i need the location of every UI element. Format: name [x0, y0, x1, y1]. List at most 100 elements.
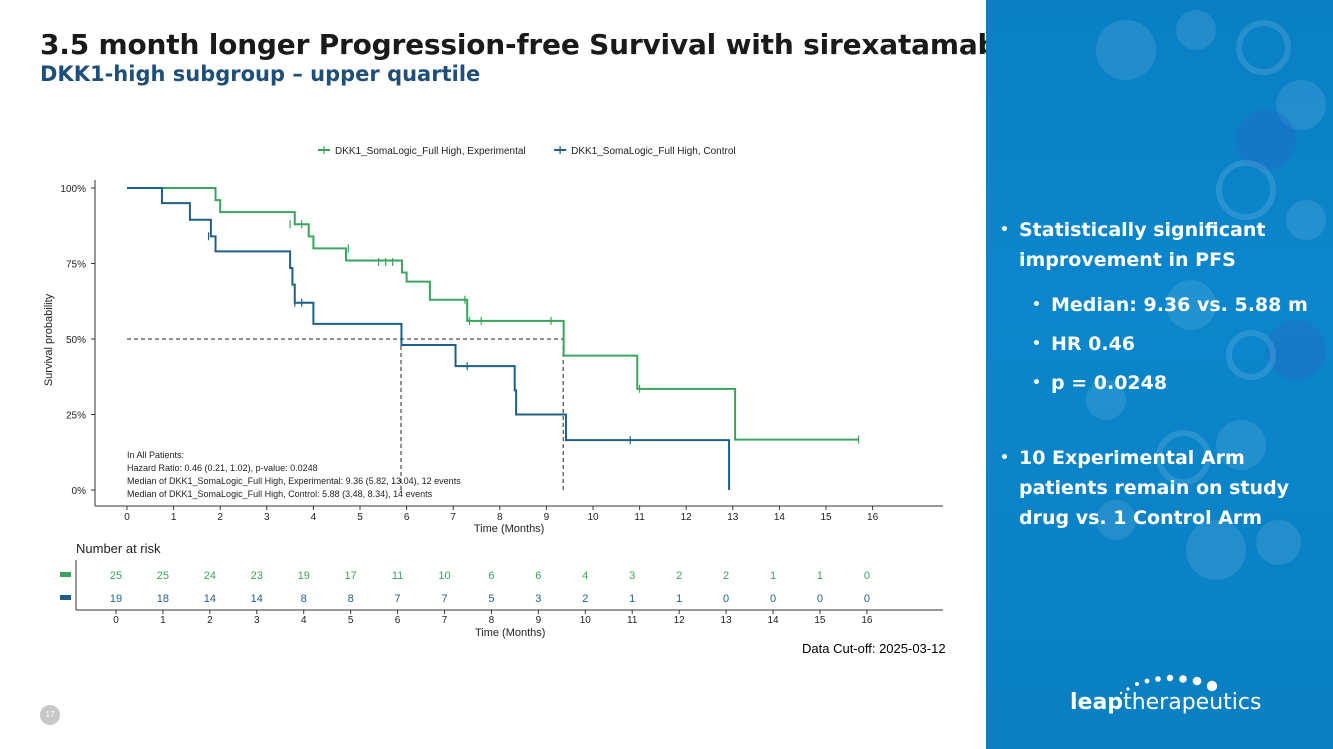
legend-label: DKK1_SomaLogic_Full High, Experimental — [335, 146, 526, 157]
bullet-item: • Statistically significant improvement i… — [1000, 215, 1300, 275]
risk-count: 1 — [629, 593, 635, 605]
risk-count: 3 — [629, 570, 635, 582]
logo-dots-icon — [1119, 674, 1218, 695]
y-tick-label: 0% — [72, 486, 87, 497]
risk-count: 14 — [204, 593, 216, 605]
risk-count: 5 — [488, 593, 494, 605]
legend-label: DKK1_SomaLogic_Full High, Control — [571, 146, 736, 157]
sidebar-panel — [986, 0, 1333, 749]
risk-count: 25 — [157, 570, 169, 582]
risk-count: 7 — [441, 593, 447, 605]
risk-table-title: Number at risk — [76, 541, 161, 556]
km-chart: 0%25%50%75%100%0 1 2 3 4 5 6 7 8 9 10 11 12 13 14 15 16T… — [43, 146, 943, 639]
risk-x-tick-label: 0 — [113, 615, 119, 626]
risk-count: 24 — [204, 570, 216, 582]
x-tick-label: 0 — [124, 512, 130, 523]
bullet-subitem: • Median: 9.36 vs. 5.88 m — [1032, 290, 1308, 320]
risk-count: 3 — [535, 593, 541, 605]
bullet-text: 10 Experimental Arm patients remain on s… — [1019, 447, 1290, 529]
data-cutoff: Data Cut-off: 2025-03-12 — [802, 641, 946, 656]
risk-x-tick-label: 16 — [861, 615, 873, 626]
logo-bold: leap — [1070, 690, 1124, 715]
x-tick-label: 7 — [450, 512, 456, 523]
risk-count: 7 — [395, 593, 401, 605]
risk-x-tick-label: 14 — [767, 615, 779, 626]
risk-count: 18 — [157, 593, 169, 605]
x-axis-title: Time (Months) — [474, 523, 545, 535]
risk-count: 0 — [770, 593, 776, 605]
x-tick-label: 13 — [727, 512, 739, 523]
annotation-line: In All Patients: — [127, 450, 184, 460]
risk-x-tick-label: 7 — [442, 615, 448, 626]
risk-count: 8 — [301, 593, 307, 605]
risk-x-tick-label: 5 — [348, 615, 354, 626]
risk-x-axis-title: Time (Months) — [475, 627, 546, 639]
risk-count: 4 — [582, 570, 588, 582]
y-tick-label: 25% — [66, 411, 86, 422]
risk-x-tick-label: 4 — [301, 615, 307, 626]
page-number: 17 — [40, 705, 60, 725]
bullet-text: HR 0.46 — [1051, 333, 1136, 355]
x-tick-label: 1 — [171, 512, 177, 523]
risk-x-tick-label: 3 — [254, 615, 260, 626]
risk-count: 2 — [582, 593, 588, 605]
y-axis-title: Survival probability — [43, 293, 55, 386]
bullet-text: Median: 9.36 vs. 5.88 m — [1051, 294, 1308, 316]
risk-count: 0 — [864, 570, 870, 582]
x-tick-label: 15 — [820, 512, 832, 523]
x-tick-label: 8 — [497, 512, 503, 523]
risk-count: 10 — [438, 570, 450, 582]
y-tick-label: 100% — [60, 184, 86, 195]
annotation-line: Median of DKK1_SomaLogic_Full High, Expe… — [127, 476, 461, 486]
x-tick-label: 10 — [587, 512, 599, 523]
risk-x-tick-label: 8 — [489, 615, 495, 626]
risk-count: 0 — [723, 593, 729, 605]
risk-count: 0 — [864, 593, 870, 605]
risk-x-tick-label: 15 — [814, 615, 826, 626]
risk-x-tick-label: 9 — [536, 615, 542, 626]
risk-count: 2 — [723, 570, 729, 582]
y-tick-label: 75% — [66, 260, 86, 271]
risk-count: 19 — [298, 570, 310, 582]
risk-x-tick-label: 11 — [627, 615, 638, 626]
x-tick-label: 14 — [774, 512, 786, 523]
x-tick-label: 5 — [357, 512, 363, 523]
x-tick-label: 12 — [681, 512, 693, 523]
x-tick-label: 9 — [544, 512, 550, 523]
control-curve — [127, 187, 731, 490]
bullet-text: p = 0.0248 — [1051, 372, 1168, 394]
x-tick-label: 11 — [634, 512, 645, 523]
risk-count: 1 — [817, 570, 823, 582]
x-tick-label: 2 — [217, 512, 223, 523]
risk-count: 2 — [676, 570, 682, 582]
risk-count: 19 — [110, 593, 122, 605]
bullet-subitem: • HR 0.46 — [1032, 329, 1135, 359]
risk-count: 14 — [251, 593, 263, 605]
bullet-text: Statistically significant improvement in… — [1019, 219, 1266, 271]
bullet-subitem: • p = 0.0248 — [1032, 368, 1167, 398]
risk-x-tick-label: 6 — [395, 615, 401, 626]
risk-count: 17 — [345, 570, 357, 582]
annotation-line: Median of DKK1_SomaLogic_Full High, Cont… — [127, 489, 433, 499]
risk-count: 8 — [348, 593, 354, 605]
risk-row-swatch — [60, 595, 71, 600]
bullet-item: • 10 Experimental Arm patients remain on … — [1000, 443, 1330, 533]
risk-x-tick-label: 2 — [207, 615, 213, 626]
risk-x-tick-label: 13 — [721, 615, 733, 626]
annotation-line: Hazard Ratio: 0.46 (0.21, 1.02), p-value… — [127, 463, 318, 473]
slide-subtitle: DKK1-high subgroup – upper quartile — [40, 62, 481, 86]
x-tick-label: 6 — [404, 512, 410, 523]
risk-count: 0 — [817, 593, 823, 605]
company-logo: leaptherapeutics — [1070, 690, 1261, 715]
x-tick-label: 4 — [311, 512, 317, 523]
x-tick-label: 16 — [867, 512, 879, 523]
risk-row-swatch — [60, 572, 71, 577]
y-tick-label: 50% — [66, 335, 86, 346]
risk-x-tick-label: 12 — [674, 615, 686, 626]
risk-x-tick-label: 1 — [160, 615, 166, 626]
logo-rest: therapeutics — [1123, 690, 1262, 715]
risk-count: 11 — [392, 570, 403, 582]
risk-count: 23 — [251, 570, 263, 582]
slide-title: 3.5 month longer Progression-free Surviv… — [40, 28, 998, 61]
risk-count: 1 — [676, 593, 682, 605]
